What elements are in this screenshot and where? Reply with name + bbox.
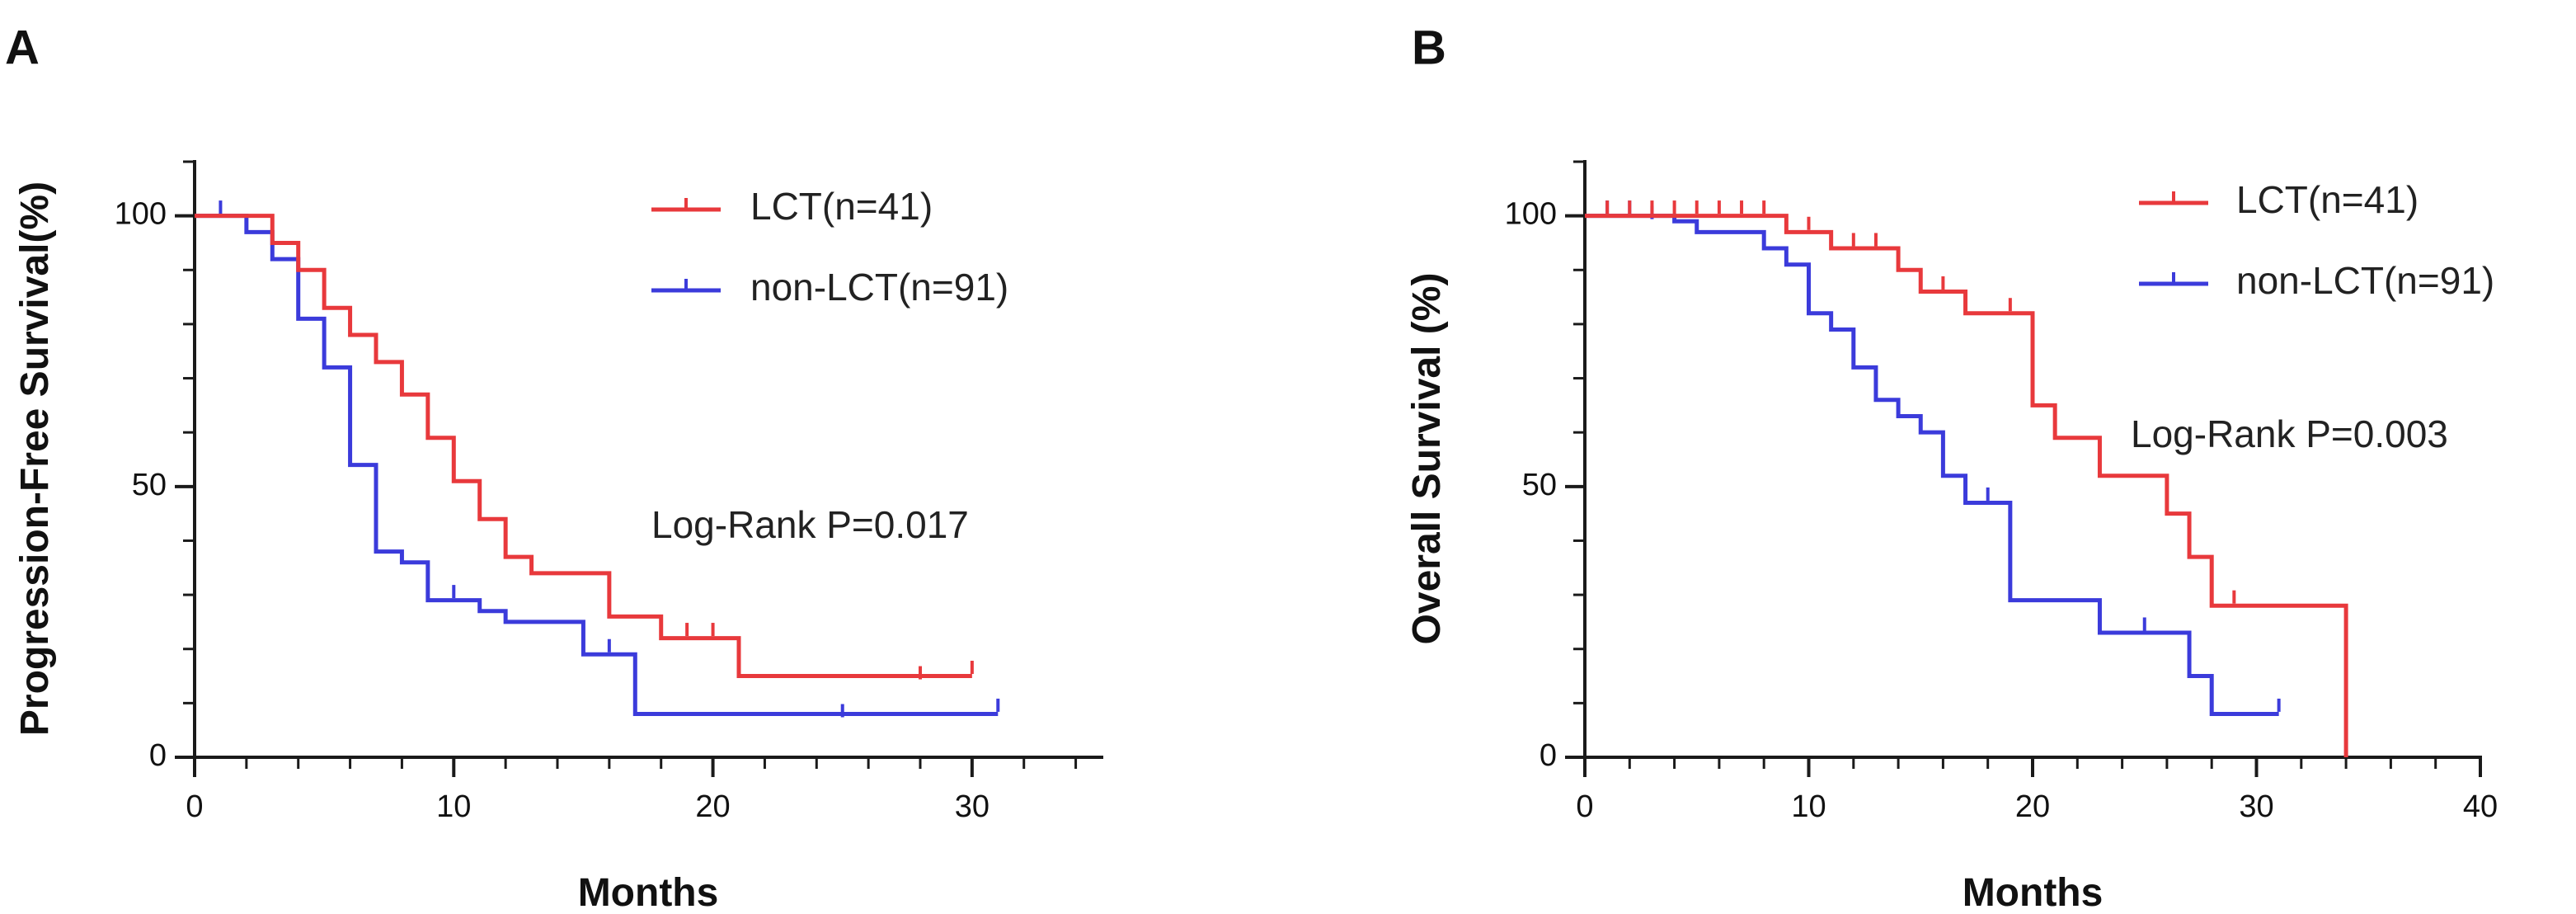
survival-curve-non-lct [1585,214,2279,716]
x-tick-label: 30 [955,789,990,824]
legend-label-lct: LCT(n=41) [2236,178,2419,221]
chart-panel-b: B 0 50 100 0 10 20 30 40 Months Overall Survival (… [1405,21,2498,914]
x-tick-label: 10 [436,789,471,824]
x-tick-label: 30 [2239,789,2273,824]
x-tick-label: 40 [2463,789,2498,824]
legend-label-non-lct: non-LCT(n=91) [750,266,1008,309]
log-rank-annotation: Log-Rank P=0.003 [2131,412,2448,455]
chart-panel-a: A 0 50 100 0 10 20 30 Months Progression-Free Sur… [5,21,1103,914]
x-tick-label: 0 [186,789,203,824]
survival-curve-lct [195,214,972,679]
y-tick-label: 100 [1505,197,1557,232]
panel-label-b: B [1412,21,1446,74]
y-tick-label: 100 [115,197,167,232]
survival-curve-lct [1585,214,2348,757]
survival-curve-non-lct [195,214,999,716]
y-tick-label: 0 [149,738,167,773]
legend-label-lct: LCT(n=41) [750,185,933,228]
x-tick-label: 0 [1576,789,1593,824]
y-axis-title: Overall Survival (%) [1405,273,1449,645]
panel-label-a: A [5,21,40,74]
log-rank-annotation: Log-Rank P=0.017 [651,503,969,546]
x-axis-title: Months [578,871,719,914]
y-axis-title: Progression-Free Survival(%) [13,181,57,736]
legend-label-non-lct: non-LCT(n=91) [2236,259,2494,302]
x-axis-title: Months [1963,871,2104,914]
x-tick-label: 20 [695,789,730,824]
y-tick-label: 50 [1522,468,1557,502]
y-tick-label: 0 [1539,738,1557,773]
x-tick-label: 10 [1791,789,1826,824]
y-tick-label: 50 [132,468,167,502]
x-tick-label: 20 [2015,789,2050,824]
